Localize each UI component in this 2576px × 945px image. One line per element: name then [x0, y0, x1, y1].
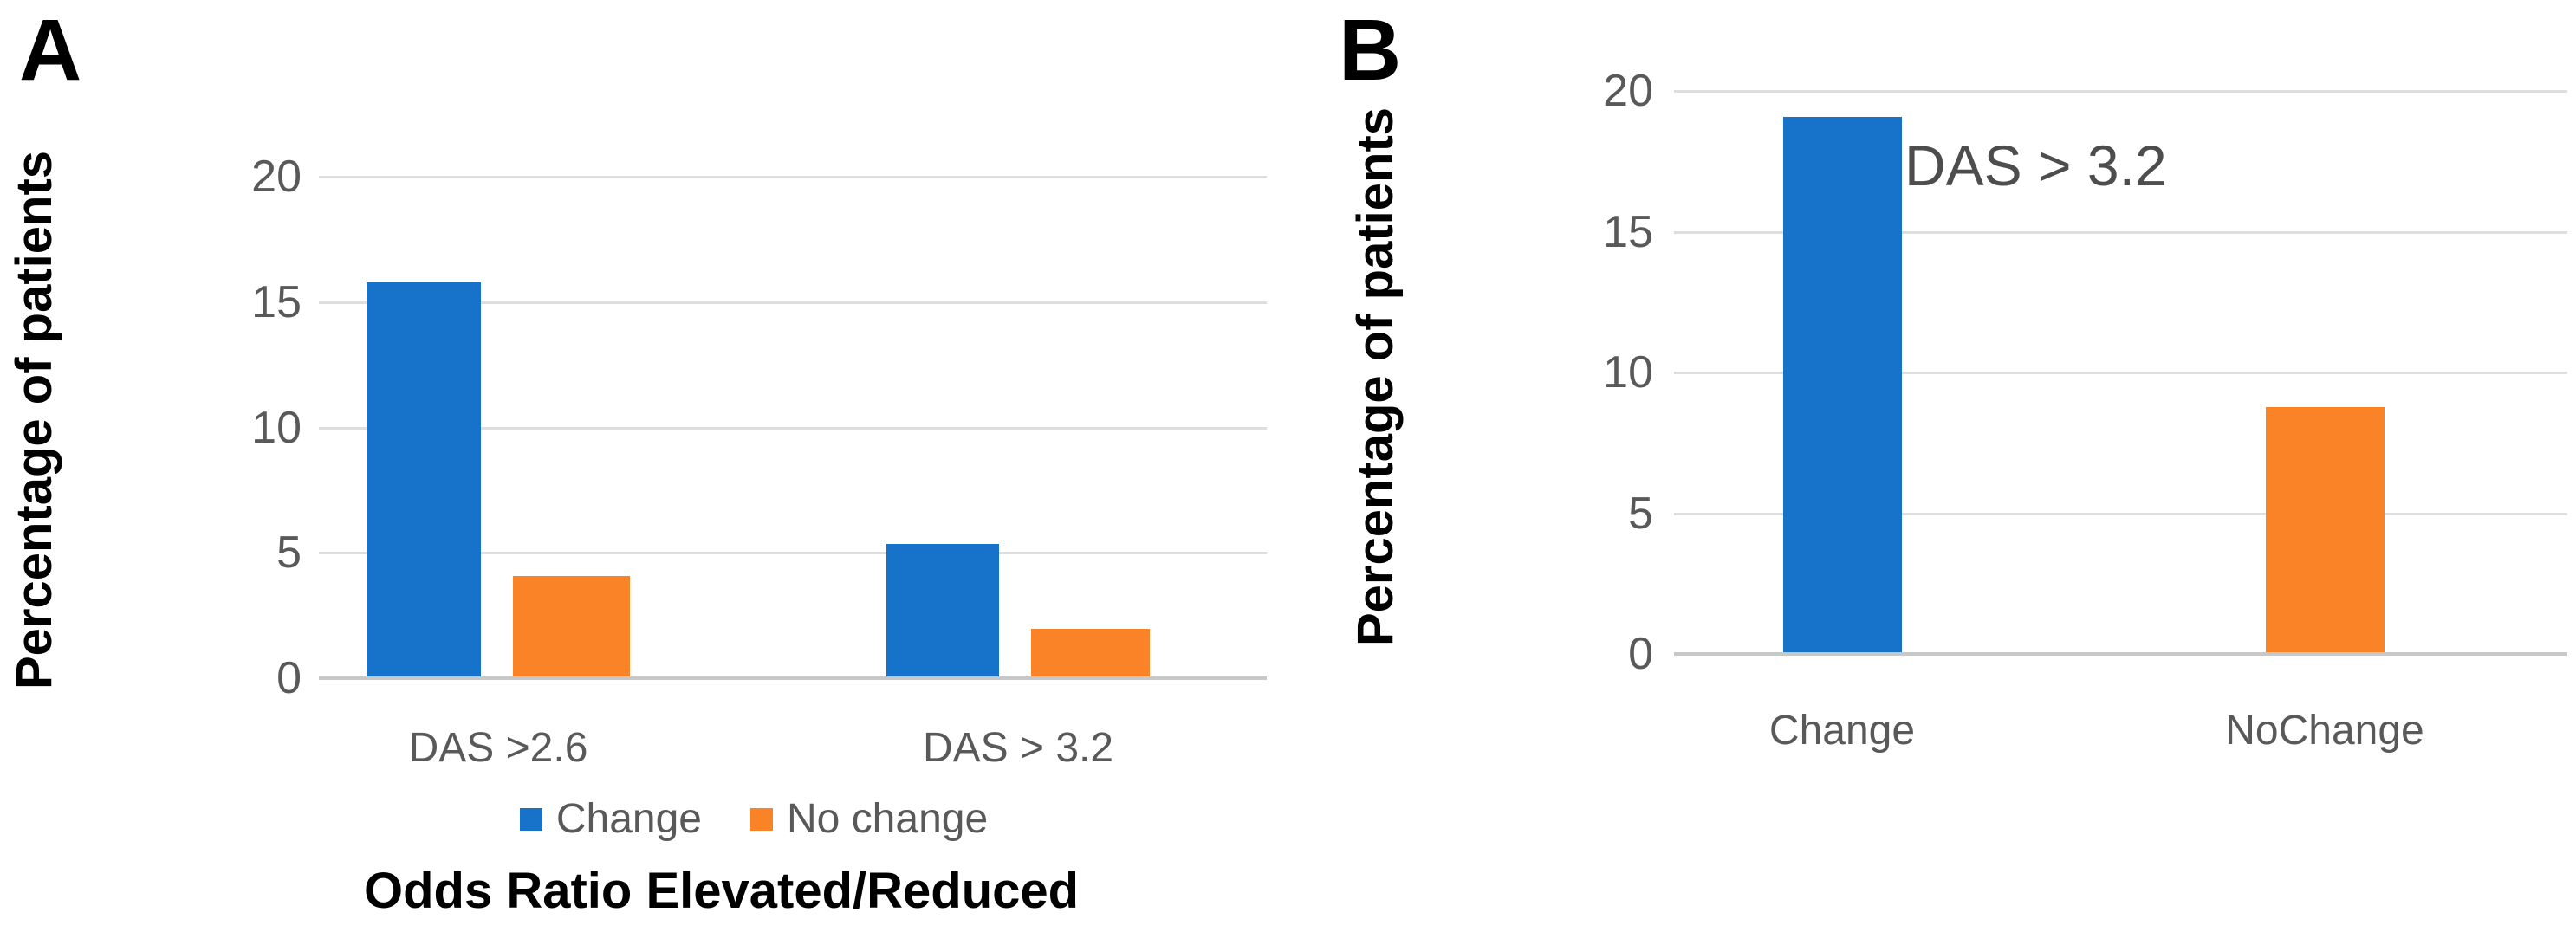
panel-a-bar-3 [1031, 629, 1150, 676]
panel-b-gridline-15 [1674, 231, 2567, 234]
panel-a-tick-0: 0 [276, 653, 302, 703]
panel-b-x-axis-line [1674, 652, 2567, 656]
panel-a-tick-5: 5 [276, 528, 302, 578]
legend-label-no-change: No change [786, 796, 989, 842]
legend-swatch-no-change [749, 807, 773, 831]
panel-a-x-axis-title: Odds Ratio Elevated/Reduced [364, 863, 1080, 919]
panel-b-bar-1 [2266, 407, 2385, 652]
panel-a-letter: A [19, 2, 81, 99]
legend-swatch-change [519, 807, 542, 831]
panel-a-gridline-20 [319, 176, 1267, 178]
panel-b-y-axis-title: Percentage of patients [1347, 107, 1404, 647]
panel-b-bar-0 [1783, 117, 1902, 652]
panel-b-gridline-5 [1674, 513, 2567, 515]
panel-a-category-1: DAS > 3.2 [922, 725, 1114, 771]
panel-a-category-0: DAS >2.6 [408, 725, 588, 771]
panel-b-tick-0: 0 [1628, 629, 1653, 679]
panel-a-bar-0 [367, 282, 481, 676]
panel-b-gridline-20 [1674, 90, 2567, 93]
panel-b-tick-20: 20 [1603, 66, 1653, 116]
panel-b-tick-10: 10 [1603, 347, 1653, 398]
panel-b-letter: B [1339, 2, 1401, 99]
panel-a-gridline-10 [319, 427, 1267, 430]
legend-label-change: Change [555, 796, 702, 842]
panel-a-bar-2 [886, 544, 999, 676]
panel-b-gridline-10 [1674, 372, 2567, 374]
panel-a-legend: Change No change [451, 795, 1057, 843]
panel-b-annotation: DAS > 3.2 [1904, 133, 2167, 197]
panel-a-gridline-5 [319, 552, 1267, 554]
legend-item-no-change: No change [749, 795, 989, 843]
panel-b-tick-5: 5 [1628, 489, 1653, 539]
panel-b-category-0: Change [1768, 708, 1916, 754]
panel-a-x-axis-line [319, 676, 1267, 680]
legend-item-change: Change [519, 795, 702, 843]
panel-a-tick-15: 15 [251, 277, 302, 327]
panel-a-tick-10: 10 [251, 403, 302, 453]
panel-a-y-axis-title: Percentage of patients [6, 150, 62, 690]
panel-b-tick-15: 15 [1603, 207, 1653, 257]
panel-a-gridline-15 [319, 301, 1267, 304]
panel-b-category-1: NoChange [2225, 708, 2424, 754]
panel-a-bar-1 [513, 576, 630, 676]
panel-a-tick-20: 20 [251, 152, 302, 202]
